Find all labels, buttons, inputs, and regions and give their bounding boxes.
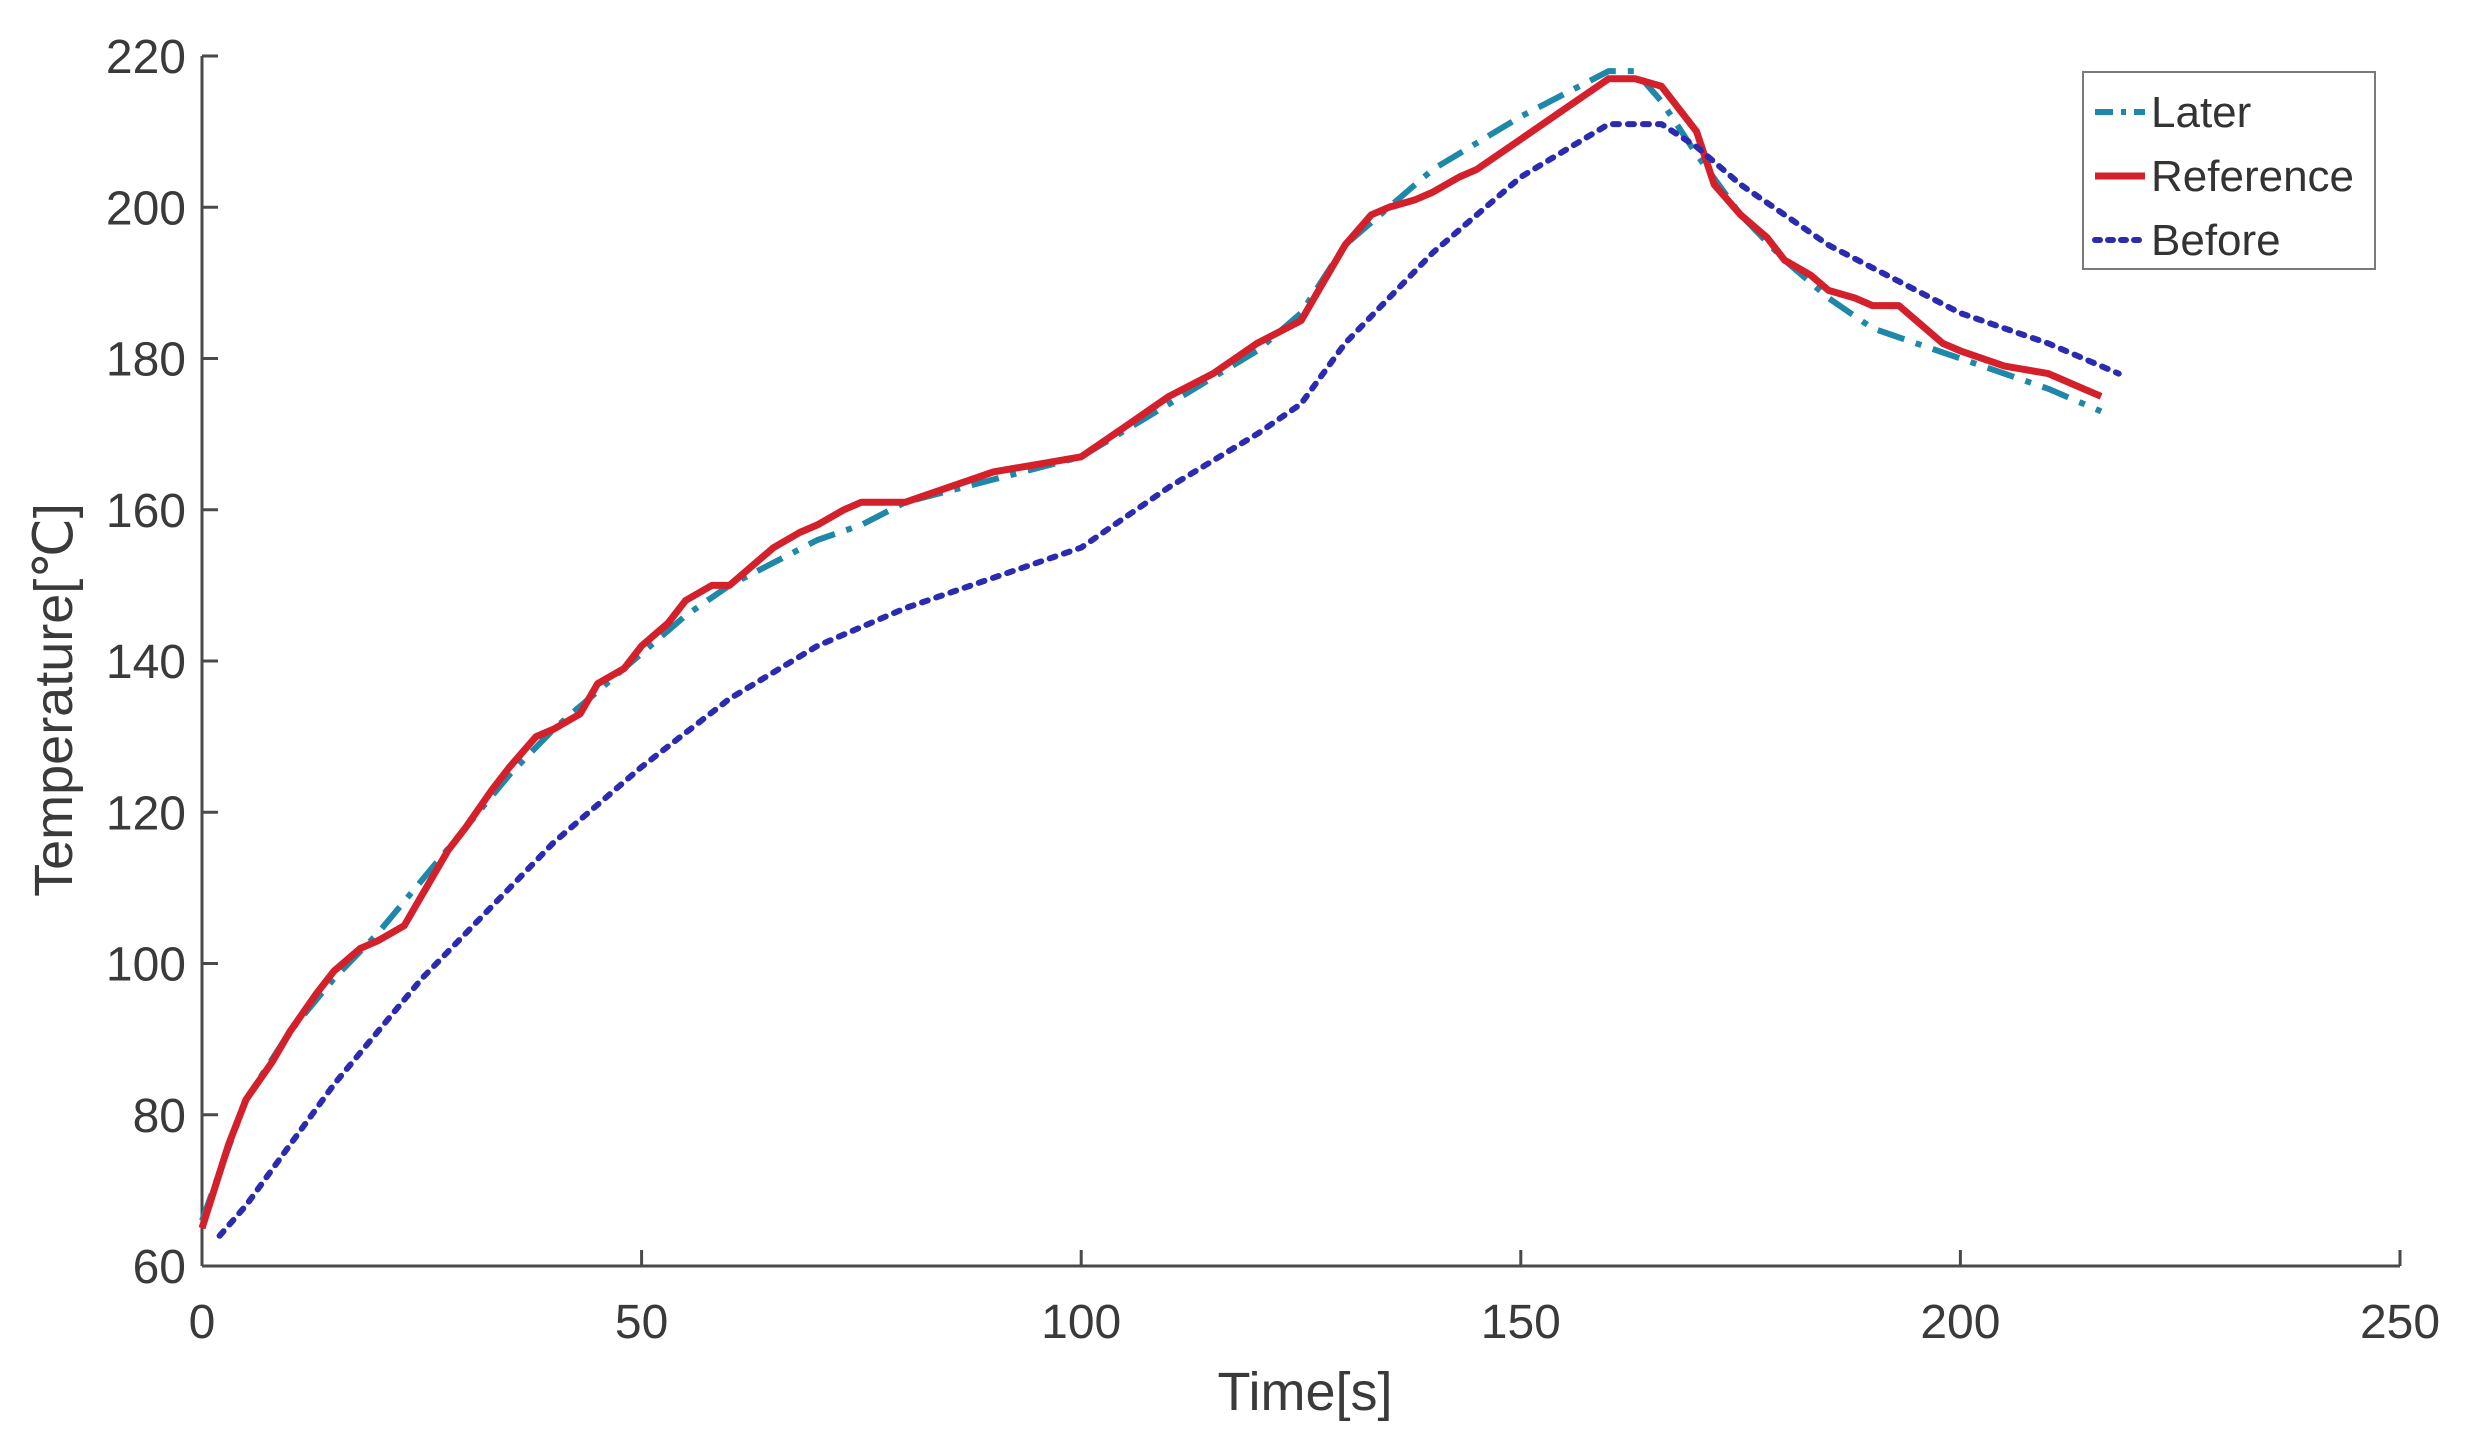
x-tick-label: 0: [189, 1296, 216, 1349]
y-tick-label: 140: [106, 636, 186, 689]
axes: 0 50 100 150 200 250 60 80 100 120 140 160 180 200 220: [106, 31, 2440, 1349]
x-tick-label: 50: [615, 1296, 668, 1349]
y-tick-label: 80: [133, 1090, 186, 1143]
legend-label: Before: [2151, 216, 2281, 265]
legend: Later Reference Before: [2082, 71, 2376, 270]
y-axis-title: Temperature[℃]: [24, 503, 84, 897]
x-tick-label: 200: [1920, 1296, 2000, 1349]
series-lines: [198, 68, 2122, 1239]
y-tick-label: 100: [106, 939, 186, 992]
x-tick-label: 150: [1481, 1296, 1561, 1349]
y-tick-label: 160: [106, 485, 186, 538]
legend-box: [2082, 71, 2376, 270]
series-line-reference: [198, 75, 2103, 1230]
legend-label: Later: [2151, 88, 2251, 137]
y-tick-label: 220: [106, 31, 186, 84]
series-line-before: [216, 121, 2122, 1239]
x-tick-label: 250: [2360, 1296, 2440, 1349]
x-tick-label: 100: [1041, 1296, 1121, 1349]
y-tick-label: 180: [106, 334, 186, 387]
y-tick-label: 60: [133, 1241, 186, 1294]
y-tick-label: 120: [106, 787, 186, 840]
legend-label: Reference: [2151, 152, 2354, 201]
x-axis-title: Time[s]: [1218, 1362, 1393, 1422]
y-tick-label: 200: [106, 182, 186, 235]
